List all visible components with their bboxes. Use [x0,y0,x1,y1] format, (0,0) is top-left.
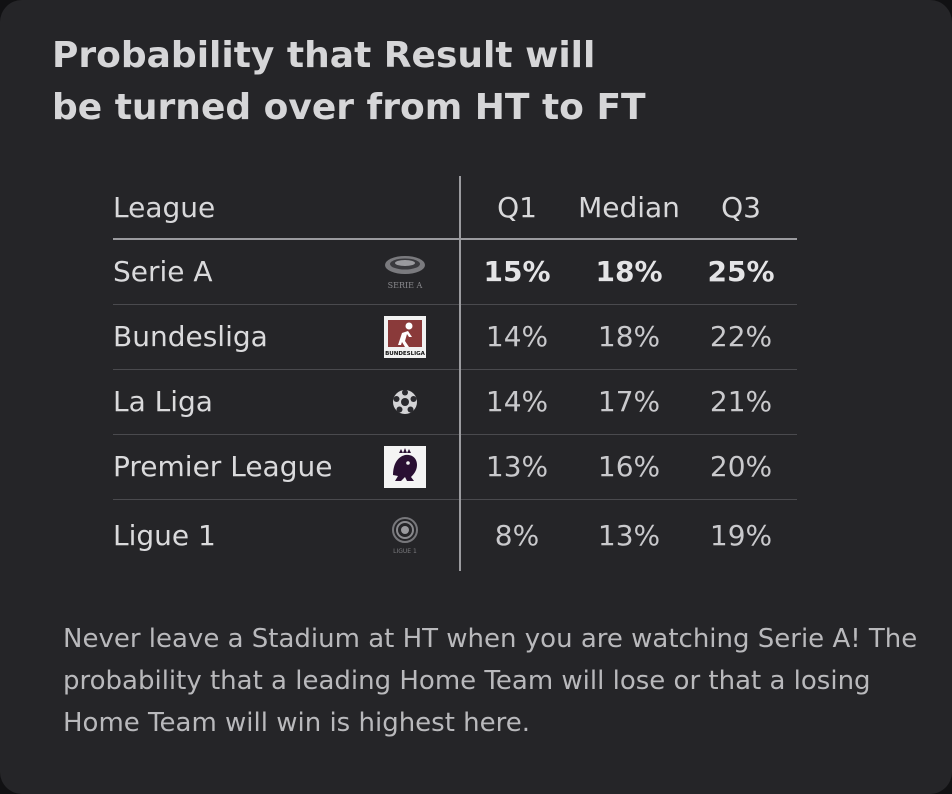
median-value: 18% [597,320,661,353]
league-logo-cell: SERIE A [383,239,460,304]
league-logo-cell: BUNDESLIGA [383,304,460,369]
league-name: Bundesliga [113,320,268,353]
column-header-q1: Q1 [459,176,573,239]
league-logo-cell [383,369,460,434]
q3-value: 22% [709,320,773,353]
table-row: Ligue 1 LIGUE 1 8% 13% 19% [113,499,797,571]
table-row: La Liga 14% 17% 21% [113,369,797,434]
ligue-1-logo-text: LIGUE 1 [393,548,417,555]
league-name: La Liga [113,385,213,418]
q1-value: 15% [459,239,573,304]
ligue-1-logo: LIGUE 1 [392,517,418,555]
median-value: 13% [597,518,661,552]
bundesliga-logo-text: BUNDESLIGA [385,351,426,357]
league-logo-cell: LIGUE 1 [383,499,460,571]
la-liga-logo [393,389,417,414]
q3-value: 19% [709,518,773,552]
q3-value: 20% [709,450,773,483]
median-value: 16% [597,450,661,483]
column-header-logo [383,176,460,239]
bundesliga-logo: BUNDESLIGA [384,315,426,358]
premier-league-logo [384,445,426,488]
league-logo-cell [383,434,460,499]
league-table: League Q1 Median Q3 Serie A SERIE A [113,176,797,571]
league-name: Serie A [113,255,213,289]
q3-value: 25% [707,255,775,289]
q1-value: 14% [459,369,573,434]
table-row: Premier League 13% 16% 20% [113,434,797,499]
q3-value: 21% [709,385,773,418]
column-header-median: Median [578,190,680,224]
league-name: Premier League [113,450,333,483]
title-line-1: Probability that Result will [52,35,596,76]
serie-a-logo-text: SERIE A [388,281,423,290]
table-row: Bundesliga BUNDESLIGA 14% 18% 22% [113,304,797,369]
column-header-q3: Q3 [721,190,761,224]
league-name: Ligue 1 [113,518,216,552]
q1-value: 8% [459,499,573,571]
serie-a-logo: SERIE A [385,255,425,290]
table-header-row: League Q1 Median Q3 [113,176,797,239]
table-row: Serie A SERIE A 15% 18% 25% [113,239,797,304]
title-line-2: be turned over from HT to FT [52,87,646,128]
page-title: Probability that Result will be turned o… [52,30,872,134]
column-header-league: League [113,190,216,224]
median-value: 18% [595,255,663,289]
footnote-text: Never leave a Stadium at HT when you are… [63,624,918,738]
q1-value: 13% [459,434,573,499]
q1-value: 14% [459,304,573,369]
median-value: 17% [597,385,661,418]
